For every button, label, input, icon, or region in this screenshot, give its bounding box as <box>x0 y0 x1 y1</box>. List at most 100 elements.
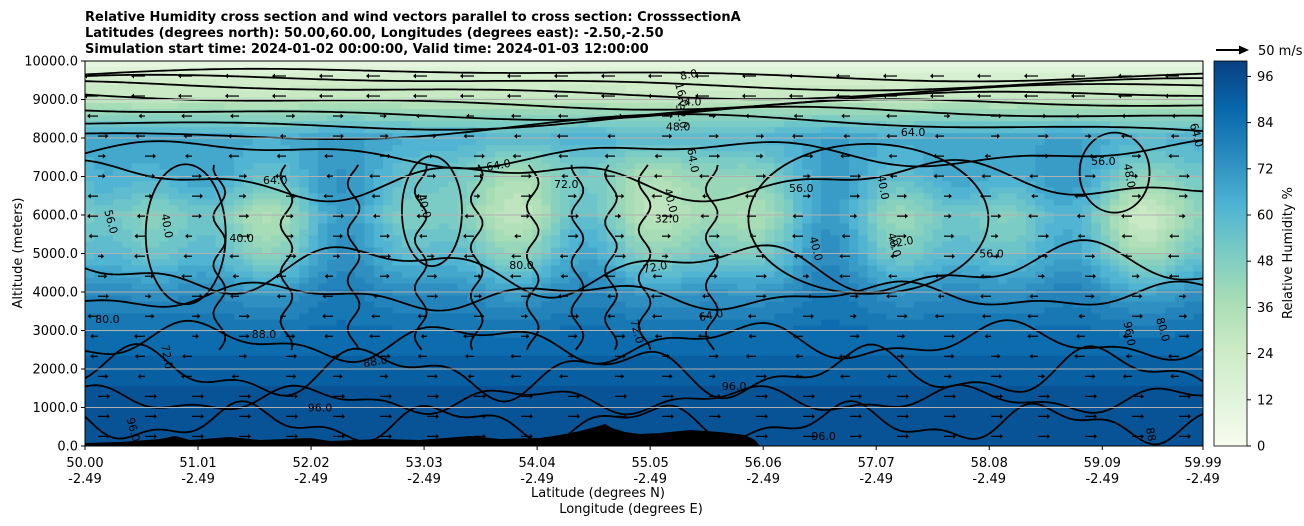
field-cell <box>988 205 999 212</box>
field-cell <box>616 277 626 285</box>
field-cell <box>876 157 887 164</box>
field-cell <box>662 301 673 309</box>
field-cell <box>588 133 599 140</box>
field-cell <box>839 103 850 110</box>
field-cell <box>718 151 729 158</box>
field-cell <box>970 199 980 206</box>
field-cell <box>327 133 338 140</box>
field-cell <box>243 259 254 267</box>
field-cell <box>271 223 282 231</box>
field-cell <box>289 127 300 134</box>
field-cell <box>886 61 897 68</box>
field-cell <box>653 247 664 255</box>
field-cell <box>1007 151 1018 158</box>
field-cell <box>532 163 543 170</box>
field-cell <box>1035 91 1046 98</box>
field-cell <box>867 277 878 285</box>
field-cell <box>252 295 263 303</box>
field-cell <box>280 223 291 231</box>
field-cell <box>112 127 123 134</box>
field-cell <box>262 181 272 188</box>
field-cell <box>457 85 468 92</box>
field-cell <box>1081 157 1092 164</box>
field-cell <box>466 271 477 279</box>
field-cell <box>466 301 477 309</box>
field-cell <box>224 265 235 273</box>
field-cell <box>830 289 841 297</box>
field-cell <box>504 139 515 146</box>
field-cell <box>1184 289 1195 297</box>
field-cell <box>494 157 505 164</box>
field-cell <box>942 67 953 74</box>
field-cell <box>662 259 673 267</box>
field-cell <box>485 271 496 279</box>
field-cell <box>168 103 179 110</box>
field-cell <box>1072 283 1083 291</box>
field-cell <box>727 307 738 315</box>
field-cell <box>644 301 654 309</box>
field-cell <box>876 103 887 110</box>
field-cell <box>457 115 468 122</box>
field-cell <box>858 283 869 291</box>
field-cell <box>979 181 990 188</box>
field-cell <box>94 301 105 309</box>
field-cell <box>1053 205 1064 212</box>
field-cell <box>662 235 673 243</box>
field-cell <box>718 187 729 194</box>
field-cell <box>494 283 505 291</box>
field-cell <box>886 109 897 116</box>
field-cell <box>1063 67 1074 74</box>
field-cell <box>289 151 300 158</box>
field-cell <box>1025 265 1036 273</box>
field-cell <box>401 109 412 116</box>
field-cell <box>876 109 887 116</box>
field-cell <box>1091 205 1102 212</box>
field-cell <box>252 235 263 243</box>
field-cell <box>727 109 738 116</box>
field-cell <box>811 271 822 279</box>
field-cell <box>112 139 123 146</box>
field-cell <box>1044 265 1055 273</box>
field-cell <box>1035 79 1046 86</box>
field-cell <box>783 253 794 261</box>
field-cell <box>383 205 394 212</box>
field-cell <box>224 271 235 279</box>
field-cell <box>606 193 617 200</box>
field-cell <box>485 97 496 104</box>
field-cell <box>85 145 95 152</box>
field-cell <box>494 193 505 200</box>
field-cell <box>317 193 328 200</box>
field-cell <box>718 181 729 188</box>
field-cell <box>914 175 925 182</box>
field-cell <box>476 247 487 255</box>
field-cell <box>755 277 766 285</box>
field-cell <box>904 139 915 146</box>
field-cell <box>811 163 822 170</box>
field-cell <box>960 289 971 297</box>
field-cell <box>355 91 366 98</box>
field-cell <box>243 121 254 128</box>
field-cell <box>131 115 142 122</box>
field-cell <box>625 151 636 158</box>
field-cell <box>504 79 515 86</box>
field-cell <box>895 115 906 122</box>
field-cell <box>383 79 394 86</box>
field-cell <box>1193 115 1203 122</box>
field-cell <box>671 85 682 92</box>
field-cell <box>560 139 571 146</box>
field-cell <box>1156 79 1167 86</box>
field-cell <box>988 277 999 285</box>
field-cell <box>243 187 254 194</box>
field-cell <box>1184 217 1195 225</box>
field-cell <box>951 241 962 249</box>
field-cell <box>709 79 720 86</box>
field-cell <box>578 163 589 170</box>
field-cell <box>1063 97 1074 104</box>
field-cell <box>998 199 1008 206</box>
field-cell <box>681 163 692 170</box>
field-cell <box>140 169 151 176</box>
field-cell <box>94 115 105 122</box>
field-cell <box>448 103 459 110</box>
field-cell <box>811 151 822 158</box>
field-cell <box>150 223 161 231</box>
